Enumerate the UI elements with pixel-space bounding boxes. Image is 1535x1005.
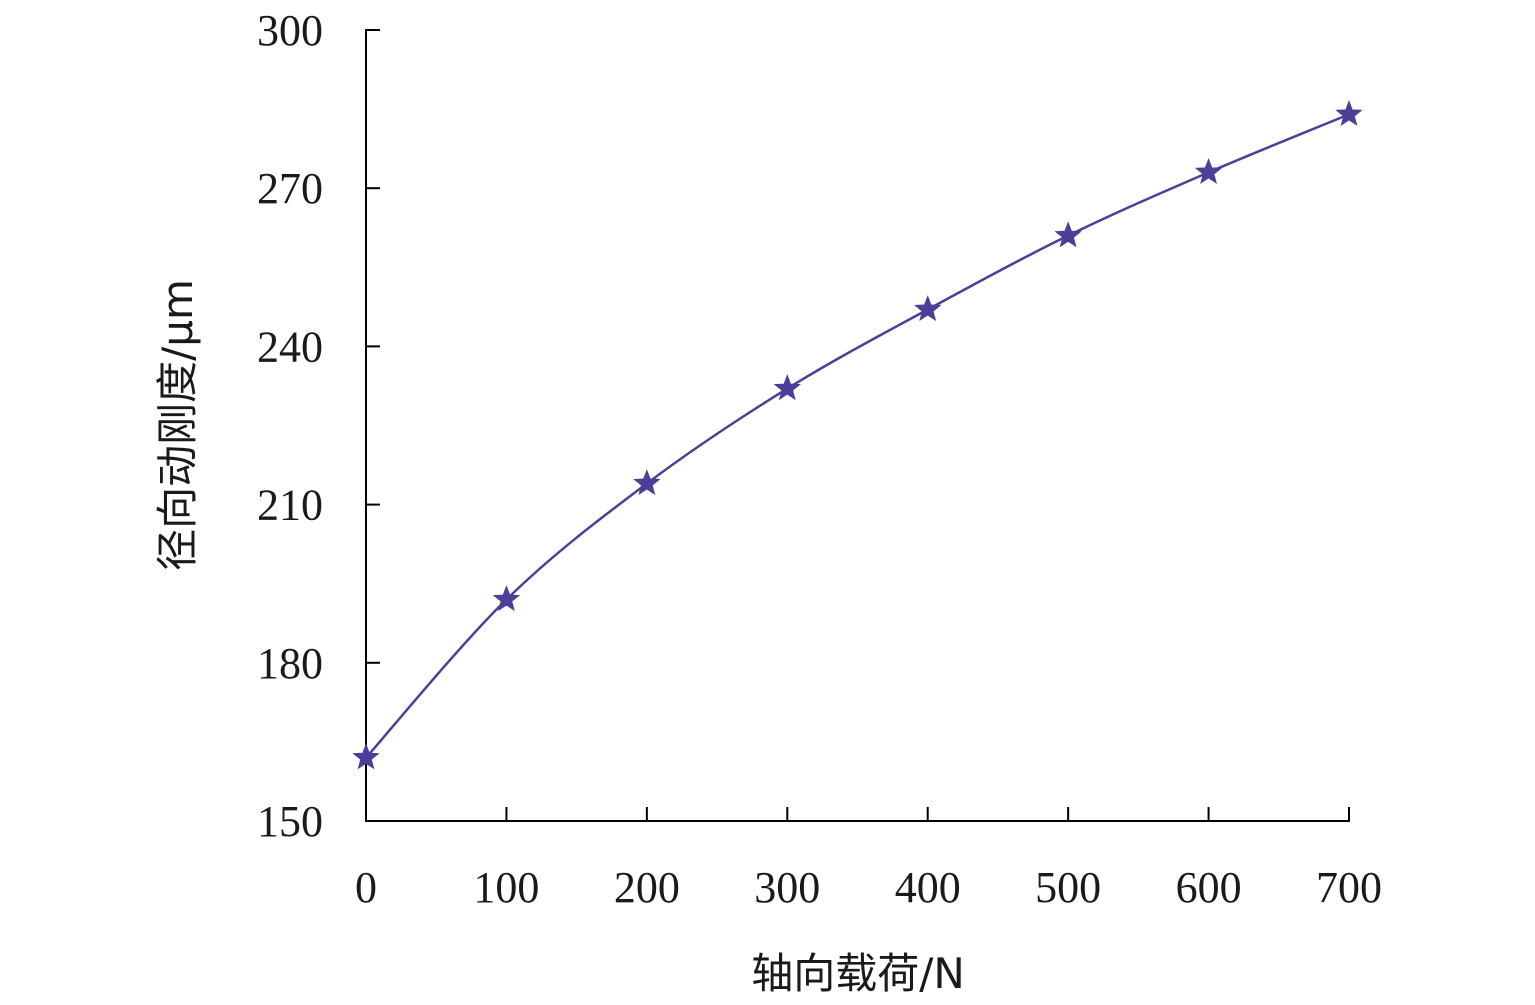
y-tick-label: 150 [257, 797, 323, 846]
data-point-star [773, 374, 801, 401]
x-tick-label: 700 [1316, 863, 1382, 912]
x-tick-label: 600 [1176, 863, 1242, 912]
data-point-star [1335, 99, 1363, 127]
y-tick-label: 210 [257, 481, 323, 530]
y-tick-label: 180 [257, 639, 323, 688]
data-point-star [352, 743, 380, 770]
x-tick-label: 500 [1035, 863, 1101, 912]
x-tick-label: 100 [473, 863, 539, 912]
y-axis-title: 径向动刚度/μm [153, 279, 202, 571]
x-tick-label: 400 [895, 863, 961, 912]
data-point-star [633, 469, 661, 496]
y-axis-ticks: 150 180 210 240 270 300 [257, 6, 380, 846]
x-tick-label: 0 [355, 863, 377, 912]
x-axis-title: 轴向载荷/N [751, 949, 965, 998]
data-point-star [1194, 157, 1223, 185]
y-tick-label: 300 [257, 6, 323, 55]
series-markers [352, 99, 1363, 770]
data-point-star [914, 295, 942, 322]
axes [365, 30, 1349, 822]
data-point-star [1054, 221, 1082, 248]
x-tick-label: 200 [614, 863, 680, 912]
y-tick-label: 240 [257, 322, 323, 371]
x-tick-label: 300 [754, 863, 820, 912]
x-axis-ticks: 0 100 200 300 400 500 600 700 [355, 807, 1382, 912]
y-tick-label: 270 [257, 164, 323, 213]
series-line [365, 113, 1350, 759]
data-point-star [492, 585, 521, 612]
